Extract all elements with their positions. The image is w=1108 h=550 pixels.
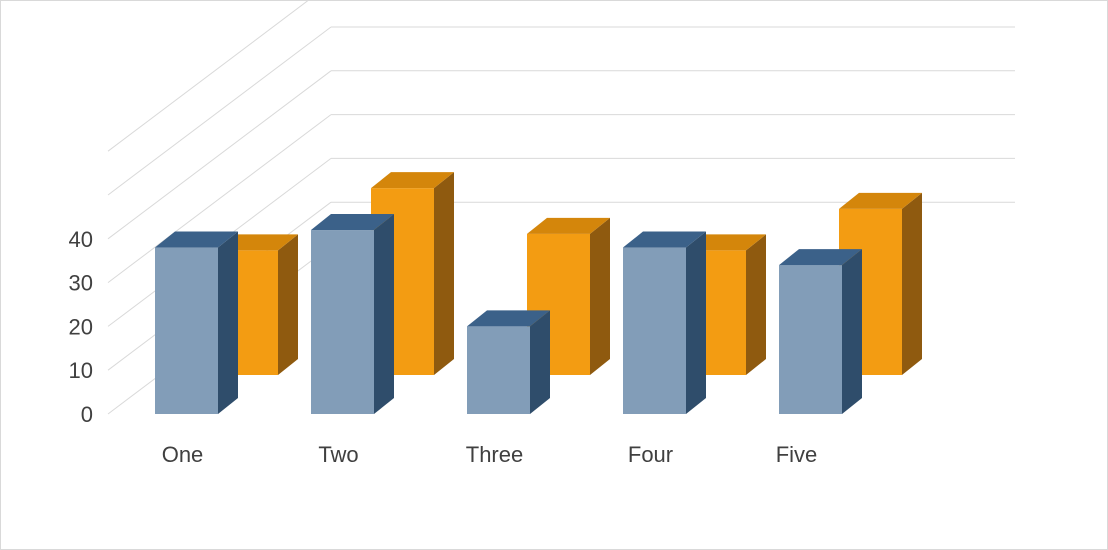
bar-s2-five-top xyxy=(839,192,922,209)
bar-s1-five-front xyxy=(779,265,842,414)
x-category-label-three: Three xyxy=(466,442,523,467)
gridline-side-40 xyxy=(107,70,332,240)
gridline-side-extra-50 xyxy=(107,26,332,196)
x-category-label-one: One xyxy=(162,442,204,467)
bar-s1-one-top xyxy=(155,231,238,248)
y-tick-label-30: 30 xyxy=(69,271,93,296)
bar-s1-five-top xyxy=(779,249,862,266)
bar-s1-four-side xyxy=(686,231,706,414)
bar-s2-four-side xyxy=(746,234,766,375)
bar-s1-three-top xyxy=(467,310,550,327)
gridline-side-extra-60 xyxy=(107,1,309,152)
series-front-row xyxy=(155,214,862,414)
bar-s1-four-front xyxy=(623,247,686,414)
bar-s1-four xyxy=(623,231,706,414)
x-category-label-two: Two xyxy=(318,442,358,467)
bar-s1-one-side xyxy=(218,231,238,414)
bar-s1-one xyxy=(155,231,238,414)
bar-s1-two-front xyxy=(311,230,374,414)
bar-s2-one-side xyxy=(278,234,298,375)
bar-s1-three xyxy=(467,310,550,414)
bar-s1-three-front xyxy=(467,326,530,414)
bar-s1-three-side xyxy=(530,310,550,414)
bar-s1-two-side xyxy=(374,214,394,414)
bar-s1-five-side xyxy=(842,249,862,414)
bar-s1-one-front xyxy=(155,247,218,414)
x-axis-labels: One Two Three Four Five xyxy=(162,442,818,467)
gridline-side-30 xyxy=(107,114,332,283)
bar-s2-two-side xyxy=(434,172,454,375)
bar-s2-three-side xyxy=(590,217,610,375)
y-tick-label-40: 40 xyxy=(69,227,93,252)
bar-s2-two-top xyxy=(371,172,454,189)
bar-s2-five-side xyxy=(902,192,922,375)
bar-s1-two xyxy=(311,214,394,414)
y-tick-label-10: 10 xyxy=(69,358,93,383)
x-category-label-five: Five xyxy=(776,442,818,467)
x-category-label-four: Four xyxy=(628,442,673,467)
y-axis-ticks: 0 10 20 30 40 xyxy=(69,227,93,427)
bar-s1-five xyxy=(779,249,862,414)
bar-s1-four-top xyxy=(623,231,706,248)
y-tick-label-0: 0 xyxy=(81,402,93,427)
bar-s2-three-top xyxy=(527,217,610,234)
bar-s1-two-top xyxy=(311,214,394,231)
y-tick-label-20: 20 xyxy=(69,314,93,339)
bar-s2-three xyxy=(527,217,610,375)
